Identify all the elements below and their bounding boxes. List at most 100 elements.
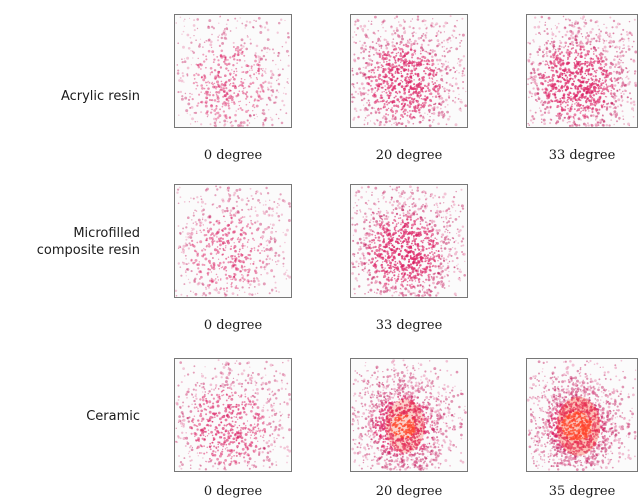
speckle-dot (598, 108, 601, 111)
speckle-dot (426, 51, 429, 54)
speckle-dot (399, 287, 402, 290)
speckle-dot (613, 96, 616, 100)
row-label-acrylic-resin: Acrylic resin (8, 88, 140, 105)
speckle-dot (457, 97, 460, 100)
speckle-dot (357, 265, 360, 268)
speckle-dot (215, 117, 218, 121)
speckle-dot (249, 42, 252, 45)
speckle-dot (382, 290, 386, 294)
speckle-dot (204, 294, 208, 297)
speckle-dot (226, 383, 229, 386)
speckle-dot (218, 220, 220, 222)
speckle-dot (409, 263, 413, 266)
speckle-dot (254, 59, 257, 63)
speckle-dot (534, 16, 537, 19)
speckle-dot (234, 86, 237, 90)
speckle-dot (257, 373, 260, 376)
speckle-dot (388, 201, 392, 204)
speckle-dot (208, 81, 211, 84)
speckle-dot (195, 72, 198, 75)
speckle-dot (394, 112, 397, 115)
speckle-dot (356, 241, 360, 245)
speckle-dot (546, 32, 549, 35)
speckle-dot (404, 124, 408, 127)
speckle-dot (195, 397, 198, 400)
speckle-dot (368, 207, 370, 210)
speckle-dot (391, 63, 394, 66)
speckle-dot (251, 197, 254, 200)
speckle-dot (197, 263, 201, 266)
speckle-dot (182, 251, 185, 254)
speckle-dot (451, 34, 453, 36)
speckle-dot (413, 255, 416, 258)
speckle-dot (194, 111, 198, 115)
speckle-dot (230, 457, 233, 460)
speckle-dot (234, 113, 237, 117)
speckle-dot (379, 225, 382, 227)
speckle-dot (618, 58, 621, 61)
speckle-dot (404, 287, 408, 291)
speckle-dot (186, 74, 189, 77)
speckle-dot (205, 239, 208, 242)
speckle-dot (184, 242, 187, 245)
speckle-dot (389, 55, 392, 58)
speckle-dot (589, 40, 592, 43)
speckle-dot (582, 15, 586, 19)
speckle-dot (565, 44, 567, 46)
speckle-dot (407, 82, 410, 85)
speckle-dot (409, 48, 413, 51)
speckle-dot (444, 60, 447, 63)
speckle-dot (223, 384, 227, 387)
speckle-dot (394, 229, 397, 232)
speckle-dot (229, 212, 231, 214)
speckle-dot (428, 265, 432, 268)
speckle-dot (626, 96, 629, 99)
speckle-dot (268, 242, 271, 244)
speckle-dot (580, 55, 583, 59)
speckle-dot (374, 86, 377, 90)
speckle-dot (407, 252, 410, 255)
speckle-dot (456, 19, 458, 22)
speckle-dot (240, 217, 242, 220)
speckle-dot (257, 69, 261, 73)
speckle-dot (374, 266, 377, 269)
speckle-dot (381, 191, 385, 195)
speckle-dot (405, 239, 407, 241)
speckle-dot (373, 212, 375, 214)
speckle-dot (388, 271, 391, 274)
scatter-panel (350, 184, 468, 298)
speckle-dot (215, 219, 219, 223)
speckle-dot (435, 255, 438, 258)
speckle-dot (594, 78, 598, 82)
speckle-dot (577, 54, 579, 57)
speckle-dot (627, 45, 630, 48)
speckle-dot (537, 54, 540, 57)
speckle-dot (275, 113, 278, 116)
speckle-dot (185, 271, 187, 273)
speckle-dot (540, 15, 544, 19)
speckle-dot (193, 78, 196, 80)
speckle-dot (371, 241, 373, 244)
speckle-dot (229, 383, 233, 386)
speckle-dot (216, 250, 220, 254)
speckle-dot (367, 263, 370, 266)
speckle-dot (581, 80, 584, 84)
speckle-dot (208, 245, 211, 248)
speckle-dot (215, 104, 218, 107)
speckle-dot (632, 100, 636, 104)
speckle-dot (263, 247, 265, 249)
speckle-dot (238, 84, 241, 87)
speckle-dot (382, 105, 386, 109)
speckle-dot (236, 195, 240, 198)
speckle-dot (358, 285, 361, 288)
speckle-dot (556, 104, 560, 108)
speckle-dot (531, 95, 533, 98)
speckle-dot (423, 63, 425, 66)
speckle-dot (384, 267, 386, 269)
speckle-dot (555, 91, 557, 93)
speckle-dot (216, 55, 219, 58)
speckle-dot (227, 231, 231, 235)
speckle-dot (400, 232, 403, 235)
speckle-dot (207, 26, 211, 29)
speckle-dot (412, 26, 415, 30)
